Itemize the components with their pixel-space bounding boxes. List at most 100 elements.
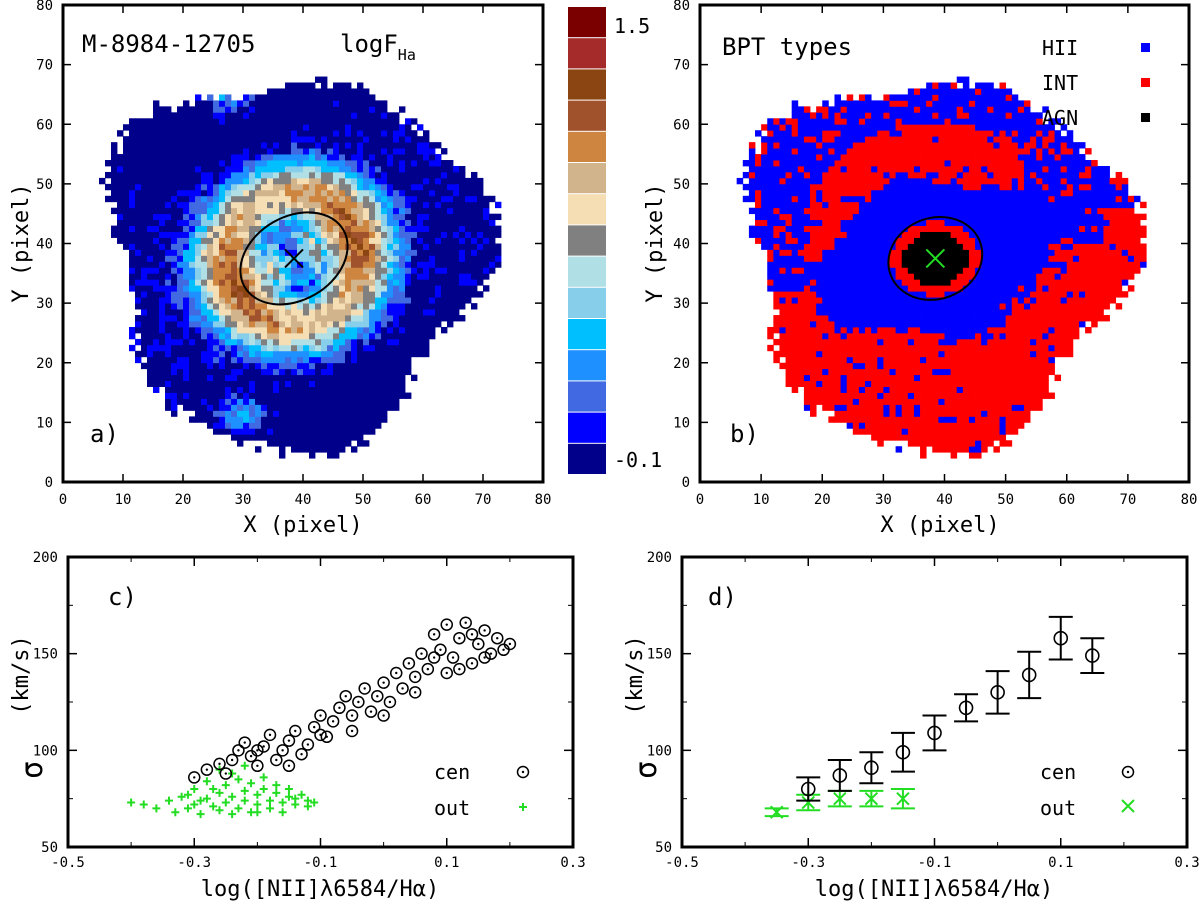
flux-pixel <box>177 219 184 227</box>
bpt-pixel <box>932 285 939 292</box>
bpt-pixel <box>901 315 909 322</box>
flux-pixel <box>273 142 280 149</box>
bpt-pixel <box>913 285 921 292</box>
bpt-pixel <box>865 279 872 286</box>
flux-pixel <box>201 392 208 399</box>
flux-pixel <box>303 243 310 250</box>
flux-pixel <box>153 213 160 221</box>
bpt-pixel <box>858 285 866 292</box>
bpt-pixel <box>828 392 835 399</box>
flux-pixel <box>357 106 364 113</box>
flux-pixel <box>417 231 424 238</box>
bpt-pixel <box>938 297 945 304</box>
flux-pixel <box>147 136 154 143</box>
flux-pixel <box>213 249 220 256</box>
flux-pixel <box>297 356 304 364</box>
flux-pixel <box>285 225 292 232</box>
flux-pixel <box>363 398 370 405</box>
flux-pixel <box>345 440 352 447</box>
flux-pixel <box>207 249 214 256</box>
bpt-pixel <box>1005 380 1013 387</box>
flux-pixel <box>219 154 226 161</box>
flux-pixel <box>159 189 166 197</box>
flux-pixel <box>483 207 490 215</box>
bpt-pixel <box>1017 326 1025 334</box>
bpt-pixel <box>1011 321 1019 328</box>
flux-pixel <box>135 297 142 304</box>
flux-pixel <box>327 130 334 137</box>
bpt-pixel <box>913 440 921 447</box>
bpt-pixel <box>791 237 799 244</box>
bpt-pixel <box>1078 255 1086 262</box>
flux-pixel <box>315 231 322 238</box>
flux-pixel <box>369 273 376 280</box>
bpt-pixel <box>968 338 976 346</box>
flux-pixel <box>279 440 286 447</box>
bpt-pixel <box>858 392 866 399</box>
flux-pixel <box>219 416 226 423</box>
bpt-pixel <box>975 368 982 376</box>
flux-pixel <box>477 189 484 197</box>
flux-pixel <box>141 297 148 304</box>
flux-pixel <box>399 130 406 137</box>
flux-pixel <box>417 279 424 286</box>
flux-pixel <box>357 177 364 185</box>
flux-pixel <box>171 392 178 399</box>
flux-pixel <box>213 297 220 304</box>
flux-pixel <box>333 118 340 125</box>
flux-pixel <box>459 267 466 274</box>
flux-pixel <box>405 118 412 125</box>
flux-pixel <box>315 398 322 405</box>
flux-pixel <box>225 249 232 256</box>
bpt-pixel <box>1115 249 1123 256</box>
bpt-pixel <box>938 237 945 244</box>
bpt-pixel <box>1121 267 1129 274</box>
flux-pixel <box>195 249 202 256</box>
flux-pixel <box>237 279 244 286</box>
flux-pixel <box>285 237 292 244</box>
bpt-pixel <box>883 392 890 399</box>
bpt-pixel <box>1036 332 1043 340</box>
flux-pixel <box>273 362 280 370</box>
flux-pixel <box>195 106 202 113</box>
flux-pixel <box>243 219 250 227</box>
flux-pixel <box>447 273 454 280</box>
bpt-pixel <box>1048 297 1055 304</box>
bpt-pixel <box>1011 356 1019 364</box>
bpt-pixel <box>889 416 896 423</box>
flux-pixel <box>159 249 166 256</box>
flux-pixel <box>363 231 370 238</box>
bpt-pixel <box>956 225 964 232</box>
flux-pixel <box>171 255 178 262</box>
flux-pixel <box>387 374 394 382</box>
flux-pixel <box>285 243 292 250</box>
bpt-pixel <box>846 380 854 387</box>
bpt-pixel <box>871 255 878 262</box>
bpt-pixel <box>877 404 884 411</box>
flux-pixel <box>171 285 178 292</box>
bpt-pixel <box>773 243 780 250</box>
y-tick-label: 70 <box>36 58 53 74</box>
flux-pixel <box>171 142 178 149</box>
bpt-pixel <box>1030 267 1037 274</box>
bpt-pixel <box>840 309 848 316</box>
flux-pixel <box>363 154 370 161</box>
flux-pixel <box>237 374 244 382</box>
flux-pixel <box>171 148 178 155</box>
flux-pixel <box>237 160 244 167</box>
bpt-pixel <box>907 255 915 262</box>
flux-pixel <box>309 219 316 227</box>
flux-pixel <box>471 243 478 250</box>
flux-pixel <box>321 321 328 328</box>
flux-pixel <box>369 130 376 137</box>
flux-pixel <box>183 386 190 393</box>
flux-pixel <box>327 440 334 447</box>
flux-pixel <box>309 231 316 238</box>
flux-pixel <box>279 309 286 316</box>
bpt-pixel <box>962 386 970 393</box>
flux-pixel <box>351 165 358 173</box>
flux-pixel <box>387 160 394 167</box>
bpt-pixel <box>1005 267 1013 274</box>
bpt-pixel <box>1072 267 1080 274</box>
flux-pixel <box>219 285 226 292</box>
